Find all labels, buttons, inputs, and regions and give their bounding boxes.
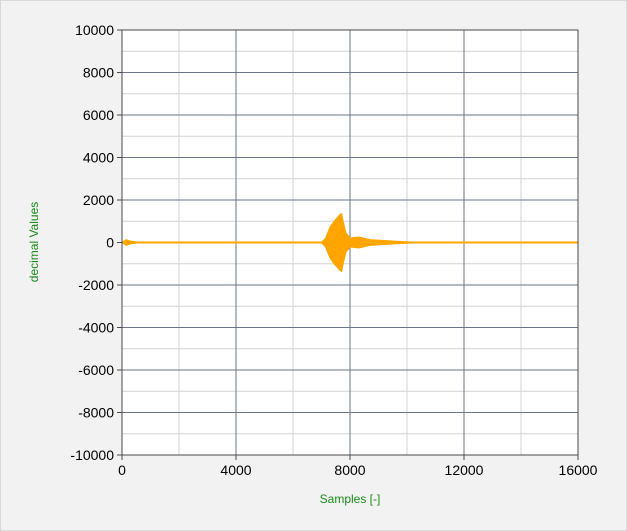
x-axis-ticks: 0 4000 8000 12000 16000 (118, 455, 598, 478)
y-axis-ticks: -10000 -8000 -6000 -4000 -2000 0 2000 4000 6000 8… (70, 22, 122, 463)
y-tick-label: -10000 (70, 447, 114, 463)
x-tick-label: 16000 (559, 462, 598, 478)
y-tick-label: 10000 (75, 22, 114, 38)
x-axis-title: Samples [-] (320, 492, 381, 506)
y-tick-label: 2000 (83, 192, 114, 208)
y-tick-label: -2000 (78, 277, 114, 293)
y-tick-label: 0 (106, 235, 114, 251)
y-tick-label: 8000 (83, 65, 114, 81)
y-tick-label: 4000 (83, 150, 114, 166)
x-tick-label: 12000 (445, 462, 484, 478)
x-tick-label: 8000 (334, 462, 365, 478)
y-tick-label: -8000 (78, 405, 114, 421)
x-tick-label: 0 (118, 462, 126, 478)
y-tick-label: -4000 (78, 320, 114, 336)
x-tick-label: 4000 (220, 462, 251, 478)
y-tick-label: -6000 (78, 362, 114, 378)
y-axis-title: decimal Values (27, 202, 41, 282)
y-tick-label: 6000 (83, 107, 114, 123)
